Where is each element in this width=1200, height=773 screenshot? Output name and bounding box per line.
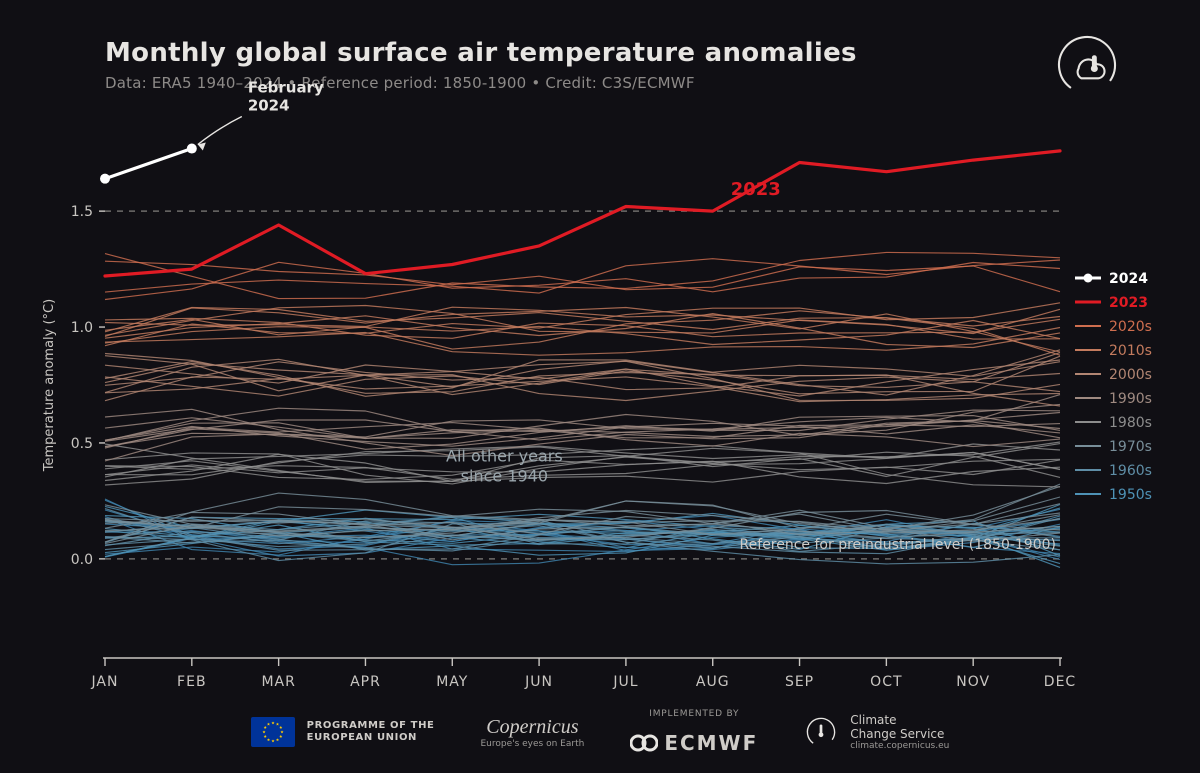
ecmwf-block: IMPLEMENTED BY ECMWF bbox=[630, 709, 758, 755]
svg-text:JUL: JUL bbox=[612, 674, 638, 690]
svg-text:JAN: JAN bbox=[91, 674, 119, 690]
eu-programme: PROGRAMME OF THEEUROPEAN UNION bbox=[251, 717, 435, 747]
ecmwf-icon bbox=[630, 733, 658, 753]
eu-text: PROGRAMME OF THEEUROPEAN UNION bbox=[307, 720, 435, 745]
climate-change-service: Climate Change Service climate.copernicu… bbox=[804, 713, 949, 751]
ccs-url: climate.copernicus.eu bbox=[850, 741, 949, 751]
svg-text:OCT: OCT bbox=[870, 674, 902, 690]
svg-text:0.5: 0.5 bbox=[71, 436, 93, 452]
svg-text:DEC: DEC bbox=[1044, 674, 1076, 690]
ccs-line2: Change Service bbox=[850, 727, 949, 741]
svg-text:2023: 2023 bbox=[731, 179, 781, 200]
svg-text:1.5: 1.5 bbox=[71, 204, 93, 220]
svg-text:1.0: 1.0 bbox=[71, 320, 93, 336]
svg-text:2020s: 2020s bbox=[1109, 319, 1152, 335]
ccs-icon bbox=[804, 715, 838, 749]
anomaly-chart: 2023February2024All other yearssince 194… bbox=[0, 0, 1200, 773]
svg-text:1960s: 1960s bbox=[1109, 463, 1152, 479]
ecmwf-wordmark: ECMWF bbox=[664, 731, 758, 755]
copernicus-logo: Copernicus Europe's eyes on Earth bbox=[480, 716, 584, 749]
svg-text:FEB: FEB bbox=[177, 674, 207, 690]
svg-text:Reference for preindustrial le: Reference for preindustrial level (1850-… bbox=[740, 537, 1056, 553]
svg-text:2024: 2024 bbox=[1109, 271, 1148, 287]
svg-text:All other years: All other years bbox=[446, 447, 563, 466]
svg-text:JUN: JUN bbox=[524, 674, 553, 690]
ecmwf-implemented-by: IMPLEMENTED BY bbox=[649, 709, 739, 719]
svg-text:AUG: AUG bbox=[696, 674, 730, 690]
svg-text:1970s: 1970s bbox=[1109, 439, 1152, 455]
svg-text:1950s: 1950s bbox=[1109, 487, 1152, 503]
svg-text:since 1940: since 1940 bbox=[461, 467, 548, 486]
svg-text:February: February bbox=[248, 79, 324, 97]
svg-text:Temperature anomaly (°C): Temperature anomaly (°C) bbox=[42, 299, 57, 472]
svg-text:MAR: MAR bbox=[261, 674, 295, 690]
svg-text:1980s: 1980s bbox=[1109, 415, 1152, 431]
footer-credits: PROGRAMME OF THEEUROPEAN UNION Copernicu… bbox=[0, 709, 1200, 755]
svg-text:2010s: 2010s bbox=[1109, 343, 1152, 359]
ccs-line1: Climate bbox=[850, 713, 949, 727]
eu-flag-icon bbox=[251, 717, 295, 747]
svg-text:1990s: 1990s bbox=[1109, 391, 1152, 407]
svg-text:2000s: 2000s bbox=[1109, 367, 1152, 383]
svg-text:NOV: NOV bbox=[956, 674, 990, 690]
copernicus-tagline: Europe's eyes on Earth bbox=[480, 739, 584, 749]
svg-text:SEP: SEP bbox=[785, 674, 814, 690]
svg-text:0.0: 0.0 bbox=[71, 552, 93, 568]
svg-text:2024: 2024 bbox=[248, 97, 290, 115]
svg-text:APR: APR bbox=[350, 674, 381, 690]
svg-text:2023: 2023 bbox=[1109, 295, 1148, 311]
svg-text:MAY: MAY bbox=[436, 674, 468, 690]
copernicus-wordmark: Copernicus bbox=[486, 716, 578, 739]
